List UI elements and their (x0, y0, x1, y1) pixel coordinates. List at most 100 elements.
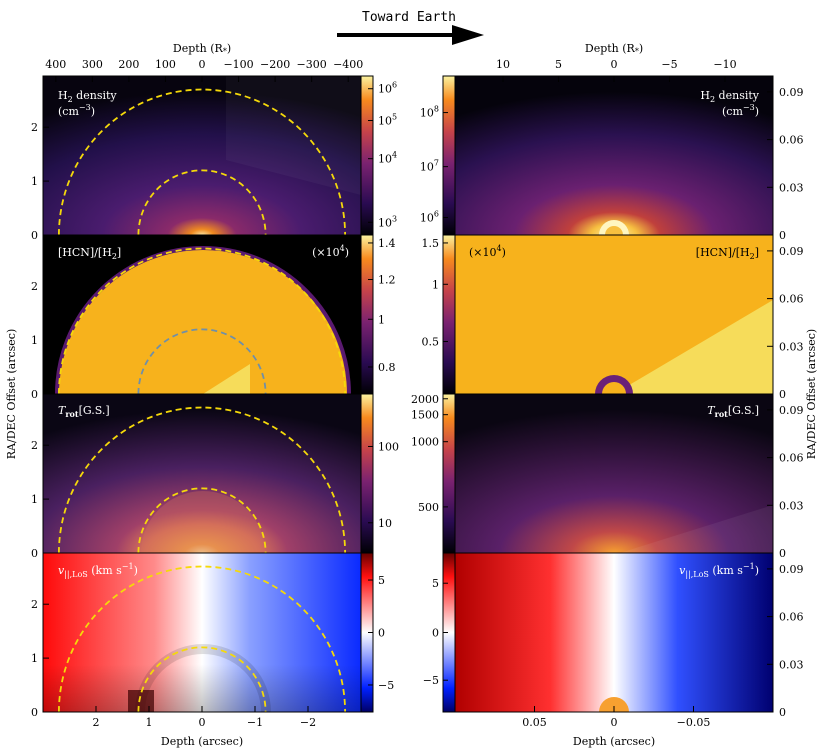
left-y-axis-title: RA/DEC Offset (arcsec) (5, 329, 18, 459)
left-colorbar-tick-label: 0 (378, 627, 385, 640)
outer-dashed-circle (58, 406, 346, 554)
left-colorbar-tick-label: 100 (378, 440, 399, 453)
left-hcn-label: [HCN]/[H2] (58, 246, 121, 261)
left-top-tick-label: −100 (223, 58, 253, 71)
right-colorbars (442, 75, 456, 713)
left-bottom-tick-label: 0 (199, 716, 206, 729)
right-top-tick-label: 10 (496, 58, 510, 71)
right-colorbar-tick-label: 108 (420, 105, 439, 120)
left-colorbar-tick-label: 5 (378, 574, 385, 587)
inner-dashed-circle (137, 646, 267, 713)
left-y-tick-label: 2 (31, 280, 38, 293)
left-colorbar-tick-label: 0.8 (378, 361, 396, 374)
left-y-tick-label: 0 (31, 388, 38, 401)
right-y-tick-label: 0.06 (779, 293, 804, 306)
left-h2-field (43, 76, 361, 235)
right-trot-field (455, 394, 773, 553)
left-top-tick-label: −200 (260, 58, 290, 71)
right-top-tick-label: −5 (661, 58, 677, 71)
left-y-tick-label: 2 (31, 121, 38, 134)
left-top-tick-label: 300 (82, 58, 103, 71)
left-bottom-tick-label: −2 (300, 716, 316, 729)
left-top-tick-label: 0 (199, 58, 206, 71)
outer-dashed-circle (58, 88, 346, 236)
left-y-tick-label: 1 (31, 175, 38, 188)
right-colorbar-tick-label: 2000 (411, 393, 439, 406)
inner-dashed-circle (137, 169, 267, 236)
left-y-tick-label: 1 (31, 493, 38, 506)
left-y-tick-label: 2 (31, 439, 38, 452)
dashed-circles (58, 88, 346, 713)
left-colorbar-tick-label: 106 (378, 81, 397, 96)
right-y-tick-label: 0.09 (779, 563, 804, 576)
right-y-tick-label: 0 (779, 706, 786, 719)
right-y-tick-label: 0.03 (779, 340, 804, 353)
right-y-tick-label: 0 (779, 547, 786, 560)
right-y-tick-label: 0.09 (779, 86, 804, 99)
left-y-tick-label: 0 (31, 706, 38, 719)
right-colorbar-tick-label: 1000 (411, 436, 439, 449)
left-top-tick-label: 400 (45, 58, 66, 71)
right-y-tick-label: 0.03 (779, 499, 804, 512)
right-colorbar-tick-label: −5 (423, 674, 439, 687)
left-top-axis-title: Depth (R*) (173, 42, 231, 56)
right-h2-label: H2 density (700, 89, 759, 104)
direction-label: Toward Earth (362, 10, 456, 25)
right-colorbar-tick-label: 106 (420, 210, 439, 225)
left-colorbar-tick-label: 1 (378, 313, 385, 326)
left-trot-field (43, 394, 361, 553)
right-colorbar-tick-label: 500 (418, 501, 439, 514)
left-colorbars (360, 75, 374, 713)
left-colorbar-tick-label: 10 (378, 517, 392, 530)
left-column (43, 76, 361, 712)
right-y-tick-label: 0.09 (779, 404, 804, 417)
right-bottom-axis-title: Depth (arcsec) (573, 735, 655, 748)
right-hcn-label: [HCN]/[H2] (696, 246, 759, 261)
left-h2-label: H2 density (58, 89, 117, 104)
right-bottom-tick-label: 0 (611, 716, 618, 729)
left-top-tick-label: −400 (333, 58, 363, 71)
right-y-tick-label: 0.06 (779, 611, 804, 624)
left-bottom-tick-label: −1 (247, 716, 263, 729)
left-y-tick-label: 1 (31, 652, 38, 665)
right-colorbar-tick-label: 0.5 (422, 336, 440, 349)
right-top-tick-label: 0 (611, 58, 618, 71)
left-colorbar-tick-label: 1.4 (378, 237, 396, 250)
right-velocity-field (455, 553, 773, 712)
right-colorbar-tick-label: 5 (432, 577, 439, 590)
left-bottom-axis-title: Depth (arcsec) (161, 735, 243, 748)
left-colorbar-tick-label: 1.2 (378, 274, 396, 287)
right-top-tick-label: −10 (713, 58, 736, 71)
outer-dashed-circle (58, 247, 346, 395)
right-y-tick-label: 0.06 (779, 134, 804, 147)
right-column (455, 76, 773, 712)
left-top-tick-label: 100 (155, 58, 176, 71)
left-y-tick-label: 0 (31, 229, 38, 242)
left-y-tick-label: 1 (31, 334, 38, 347)
left-top-tick-label: 200 (118, 58, 139, 71)
right-y-tick-label: 0 (779, 229, 786, 242)
inner-dashed-circle (137, 487, 267, 554)
right-bottom-tick-label: −0.05 (677, 716, 711, 729)
left-y-tick-label: 2 (31, 598, 38, 611)
right-h2-field (455, 76, 773, 235)
left-colorbar-tick-label: 104 (378, 151, 397, 166)
left-top-tick-label: −300 (297, 58, 327, 71)
left-bottom-tick-label: 1 (146, 716, 153, 729)
right-colorbar-tick-label: 1500 (411, 409, 439, 422)
right-top-tick-label: 5 (555, 58, 562, 71)
right-y-tick-label: 0 (779, 388, 786, 401)
right-colorbar-tick-label: 1.5 (422, 237, 440, 250)
left-colorbar-tick-label: 103 (378, 214, 397, 229)
right-top-axis-title: Depth (R*) (585, 42, 643, 56)
right-colorbar-tick-label: 107 (420, 159, 439, 174)
left-bottom-tick-label: 2 (93, 716, 100, 729)
right-colorbar-tick-label: 0 (432, 627, 439, 640)
direction-arrow (337, 25, 484, 45)
right-bottom-tick-label: 0.05 (522, 716, 547, 729)
right-y-tick-label: 0.09 (779, 245, 804, 258)
inner-dashed-circle (137, 328, 267, 395)
left-y-tick-label: 0 (31, 547, 38, 560)
right-y-tick-label: 0.03 (779, 658, 804, 671)
